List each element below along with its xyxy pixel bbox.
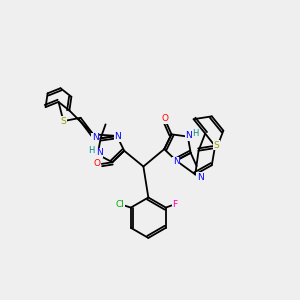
Text: H: H (192, 130, 198, 139)
Text: S: S (214, 141, 220, 150)
Text: O: O (93, 159, 100, 168)
Text: N: N (96, 148, 103, 158)
Text: N: N (115, 132, 121, 141)
Text: N: N (197, 172, 204, 182)
Text: N: N (173, 157, 179, 166)
Text: N: N (185, 131, 192, 140)
Text: H: H (88, 146, 95, 155)
Text: Cl: Cl (116, 200, 124, 209)
Text: S: S (61, 117, 66, 126)
Text: F: F (172, 200, 177, 209)
Text: O: O (161, 114, 168, 123)
Text: N: N (92, 133, 98, 142)
